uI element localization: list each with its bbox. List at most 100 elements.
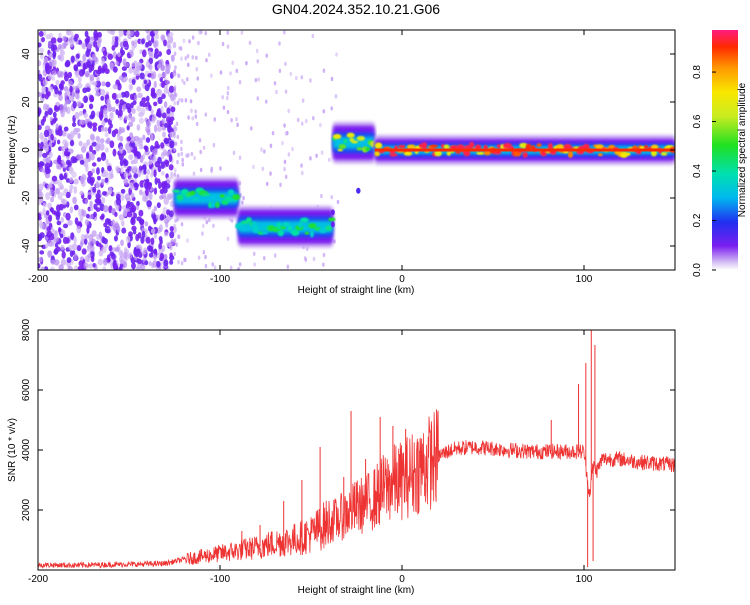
noise-speckle — [138, 189, 143, 196]
noise-speckle — [301, 98, 305, 103]
noise-speckle — [47, 250, 53, 257]
noise-speckle — [93, 40, 98, 48]
noise-speckle — [101, 57, 105, 66]
noise-speckle — [161, 118, 166, 125]
noise-speckle — [68, 219, 72, 226]
noise-speckle — [69, 85, 73, 93]
noise-speckle — [241, 200, 244, 205]
chart-title: GN04.2024.352.10.21.G06 — [272, 1, 440, 17]
noise-speckle — [186, 238, 189, 243]
noise-speckle — [89, 145, 93, 153]
noise-speckle — [77, 82, 83, 89]
noise-speckle — [108, 245, 113, 252]
noise-speckle — [181, 78, 184, 83]
noise-speckle — [122, 58, 127, 66]
noise-speckle — [284, 174, 288, 180]
noise-speckle — [60, 258, 67, 266]
noise-speckle — [39, 52, 44, 60]
noise-speckle — [236, 122, 239, 128]
noise-speckle — [137, 258, 142, 265]
noise-speckle — [139, 72, 145, 80]
noise-speckle — [49, 266, 56, 270]
noise-speckle — [56, 139, 61, 145]
noise-speckle — [176, 100, 180, 106]
noise-speckle — [83, 112, 88, 119]
spectral-peak — [276, 222, 282, 230]
noise-speckle — [158, 224, 163, 233]
noise-speckle — [44, 147, 49, 152]
noise-speckle — [175, 121, 179, 127]
noise-speckle — [157, 96, 163, 105]
noise-speckle — [87, 253, 92, 258]
noise-speckle — [173, 51, 177, 56]
noise-speckle — [38, 69, 41, 75]
noise-speckle — [64, 61, 70, 68]
noise-speckle — [95, 69, 102, 75]
noise-speckle — [117, 51, 121, 58]
noise-speckle — [330, 194, 334, 200]
noise-speckle — [51, 175, 58, 182]
noise-speckle — [135, 266, 141, 270]
noise-speckle — [73, 204, 79, 211]
x-tick-label: 100 — [576, 274, 593, 285]
noise-speckle — [185, 77, 189, 82]
noise-speckle — [66, 257, 72, 264]
noise-speckle — [123, 261, 128, 268]
noise-speckle — [87, 122, 91, 128]
noise-speckle — [118, 75, 124, 81]
colorbar-gradient — [712, 30, 738, 270]
noise-speckle — [42, 207, 46, 216]
noise-speckle — [96, 200, 102, 206]
noise-speckle — [116, 93, 123, 99]
noise-speckle — [83, 262, 89, 269]
noise-speckle — [283, 166, 286, 172]
noise-speckle — [158, 58, 164, 67]
spectral-peak — [356, 136, 366, 141]
noise-speckle — [138, 143, 144, 150]
noise-speckle — [139, 218, 145, 226]
y-tick-label: -40 — [21, 238, 32, 253]
noise-speckle — [87, 175, 92, 184]
noise-speckle — [291, 146, 294, 152]
noise-speckle — [38, 47, 44, 53]
noise-speckle — [65, 159, 71, 166]
noise-speckle — [202, 250, 206, 255]
noise-speckle — [41, 266, 45, 270]
noise-speckle — [88, 233, 92, 242]
noise-speckle — [178, 97, 181, 103]
noise-speckle — [284, 131, 288, 136]
noise-speckle — [153, 124, 158, 133]
noise-speckle — [38, 220, 43, 228]
noise-speckle — [150, 228, 156, 234]
spectral-peak — [261, 231, 269, 235]
noise-speckle — [300, 75, 304, 80]
spectral-peak — [650, 144, 659, 150]
noise-speckle — [154, 177, 158, 185]
noise-speckle — [131, 108, 136, 115]
noise-speckle — [202, 223, 205, 229]
noise-speckle — [114, 211, 118, 217]
noise-speckle — [289, 71, 293, 77]
noise-speckle — [73, 178, 79, 185]
noise-speckle — [42, 202, 47, 208]
noise-speckle — [115, 165, 120, 174]
noise-speckle — [90, 110, 96, 119]
noise-speckle — [155, 111, 160, 117]
noise-speckle — [99, 143, 105, 151]
noise-speckle — [295, 75, 298, 81]
noise-speckle — [180, 56, 183, 61]
noise-speckle — [71, 250, 76, 256]
noise-speckle — [74, 217, 79, 225]
noise-speckle — [166, 176, 172, 184]
noise-speckle — [230, 117, 233, 123]
noise-speckle — [160, 161, 166, 170]
noise-speckle — [167, 194, 173, 201]
noise-speckle — [141, 49, 147, 58]
noise-speckle — [46, 230, 52, 238]
spectral-peak — [643, 145, 649, 149]
noise-speckle — [309, 156, 312, 161]
x-tick-label: -200 — [28, 274, 48, 285]
noise-speckle — [74, 92, 80, 100]
noise-speckle — [184, 56, 188, 61]
noise-speckle — [38, 263, 41, 269]
